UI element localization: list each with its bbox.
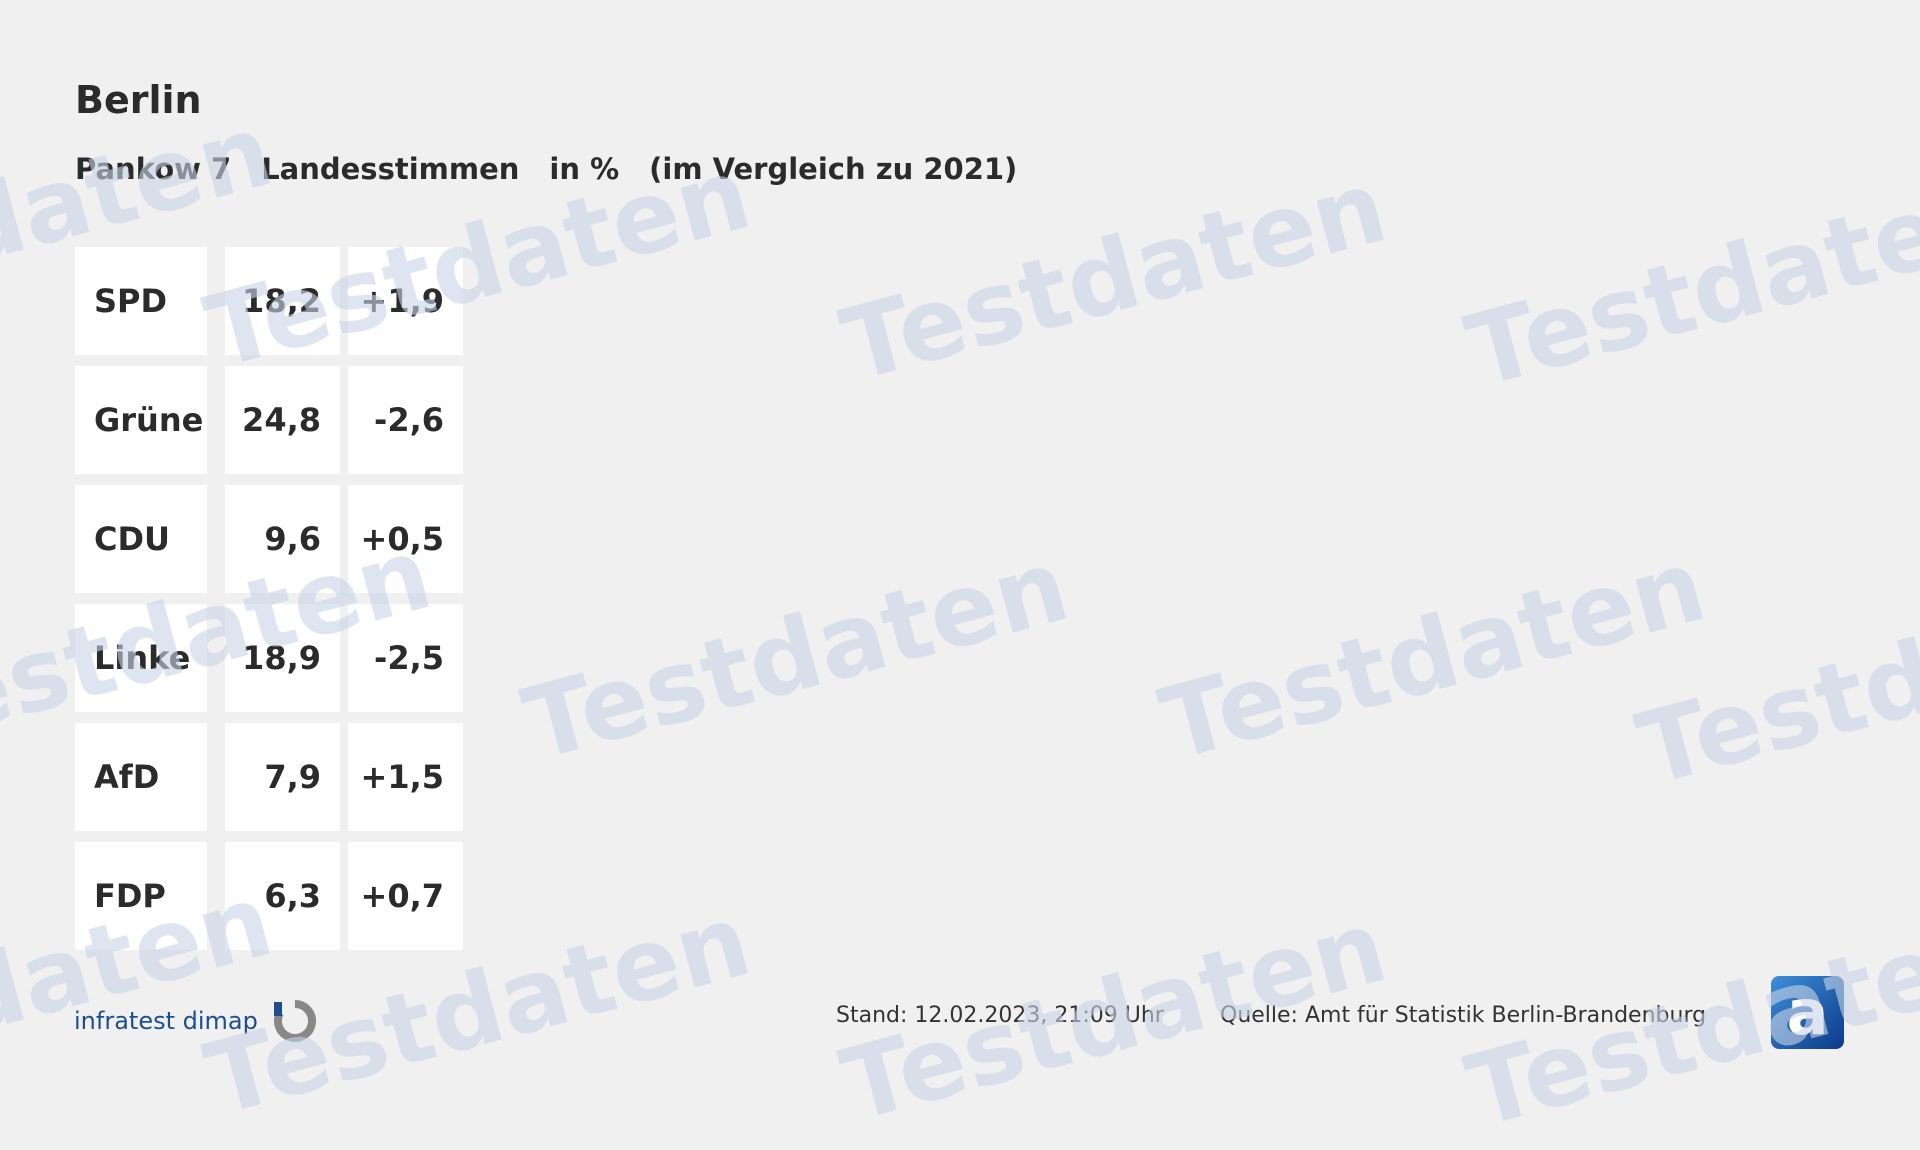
vote-share: 6,3 [225,842,340,950]
party-name: Grüne [75,366,207,474]
party-name: FDP [75,842,207,950]
timestamp: Stand: 12.02.2023, 21:09 Uhr [836,1003,1164,1028]
brand-name: infratest dimap [74,1007,258,1035]
vote-share: 9,6 [225,485,340,593]
comparison: (im Vergleich zu 2021) [649,152,1018,186]
constituency: Pankow 7 [75,152,232,186]
brand-ring-icon [273,1000,316,1042]
vote-change: +1,9 [348,247,463,355]
source: Quelle: Amt für Statistik Berlin-Branden… [1220,1003,1707,1028]
page-title: Berlin [75,78,202,122]
vote-change: +0,7 [348,842,463,950]
watermark-text: Testdaten [512,526,1080,784]
party-name: AfD [75,723,207,831]
infratest-dimap-logo: infratest dimap [74,998,318,1044]
party-name: CDU [75,485,207,593]
vote-share: 7,9 [225,723,340,831]
vote-change: +0,5 [348,485,463,593]
vote-share: 24,8 [225,366,340,474]
logo-letter: a [1786,976,1829,1049]
party-name: Linke [75,604,207,712]
watermark-text: Testdaten [830,147,1398,405]
vote-change: +1,5 [348,723,463,831]
vote-type: Landesstimmen [261,152,520,186]
ard-logo: a [1771,976,1844,1049]
unit: in % [549,152,620,186]
subtitle: Pankow 7 Landesstimmen in % (im Vergleic… [75,152,1017,186]
vote-share: 18,9 [225,604,340,712]
watermark-text: Testdaten [1626,551,1920,809]
party-name: SPD [75,247,207,355]
vote-change: -2,5 [348,604,463,712]
watermark-text: Testdaten [1149,526,1717,784]
watermark-text: Testdaten [1455,153,1920,411]
vote-change: -2,6 [348,366,463,474]
vote-share: 18,2 [225,247,340,355]
